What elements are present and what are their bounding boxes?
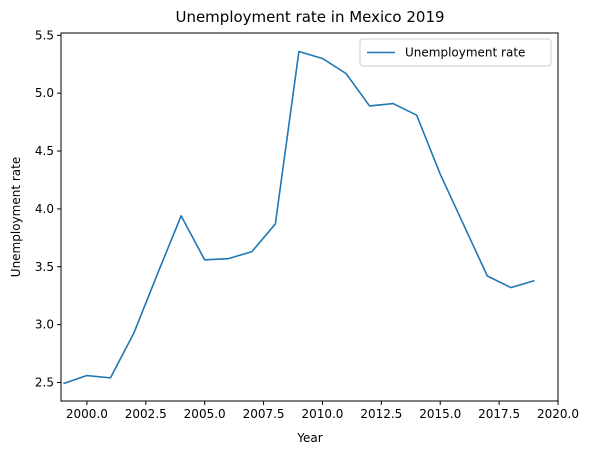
- y-tick-label: 2.5: [35, 375, 54, 389]
- legend: Unemployment rate: [359, 38, 552, 67]
- x-tick-label: 2015.0: [419, 407, 461, 421]
- series-layer: [63, 50, 535, 385]
- y-tick-label: 4.5: [35, 144, 54, 158]
- y-tick-label: 4.0: [35, 202, 54, 216]
- x-tick-label: 2017.5: [478, 407, 520, 421]
- y-axis-label: Unemployment rate: [9, 157, 23, 277]
- y-tick-label: 5.0: [35, 86, 54, 100]
- x-axis-label: Year: [296, 431, 322, 445]
- y-tick-label: 3.5: [35, 260, 54, 274]
- legend-label: Unemployment rate: [405, 46, 525, 60]
- x-tick-label: 2007.5: [243, 407, 285, 421]
- legend-box: [359, 38, 552, 67]
- plot-area: [60, 32, 559, 402]
- y-tick-label: 3.0: [35, 318, 54, 332]
- x-tick-label: 2012.5: [360, 407, 402, 421]
- y-tick-label: 5.5: [35, 28, 54, 42]
- x-tick-label: 2002.5: [125, 407, 167, 421]
- y-axis: 2.5 3.0 3.5 4.0 4.5 5.0 5.5: [35, 28, 61, 389]
- series-line: [63, 50, 535, 385]
- x-tick-label: 2020.0: [537, 407, 579, 421]
- chart-title: Unemployment rate in Mexico 2019: [175, 8, 444, 26]
- x-tick-label: 2010.0: [301, 407, 343, 421]
- x-axis: 2000.0 2002.5 2005.0 2007.5 2010.0 2012.5 2015…: [66, 401, 579, 421]
- plot-frame: [60, 32, 559, 402]
- x-tick-label: 2000.0: [66, 407, 108, 421]
- x-tick-label: 2005.0: [184, 407, 226, 421]
